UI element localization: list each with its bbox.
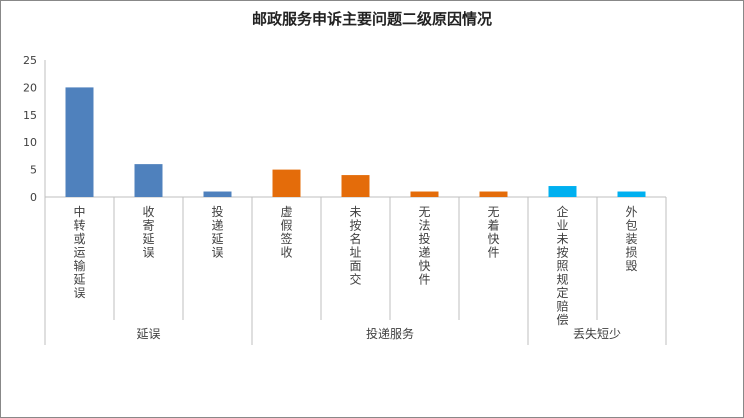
bar-5 bbox=[341, 175, 370, 197]
category-label: 无着快件 bbox=[487, 205, 499, 260]
bar-1 bbox=[65, 87, 94, 197]
chart-title: 邮政服务申诉主要问题二级原因情况 bbox=[252, 10, 492, 28]
category-label: 未按名址面交 bbox=[349, 205, 361, 287]
category-label: 中转或运输延误 bbox=[73, 204, 85, 300]
category-label: 收寄延误 bbox=[142, 205, 154, 260]
y-tick-label: 20 bbox=[23, 81, 37, 94]
bar-4 bbox=[272, 169, 301, 197]
category-label: 投递延误 bbox=[211, 204, 223, 260]
y-tick-label: 0 bbox=[30, 191, 37, 204]
category-label: 无法投递快件 bbox=[418, 205, 430, 287]
y-tick-label: 25 bbox=[23, 54, 37, 67]
bar-3 bbox=[203, 191, 232, 197]
group-label: 投递服务 bbox=[366, 326, 414, 341]
bar-6 bbox=[410, 191, 439, 197]
y-tick-label: 5 bbox=[30, 164, 37, 177]
bar-9 bbox=[617, 191, 646, 197]
group-label: 丢失短少 bbox=[573, 326, 621, 341]
y-tick-label: 15 bbox=[23, 109, 37, 122]
category-label: 企业未按照规定赔偿 bbox=[556, 204, 568, 327]
bar-2 bbox=[134, 164, 163, 197]
group-label: 延误 bbox=[136, 327, 160, 341]
bar-7 bbox=[479, 191, 508, 197]
y-tick-label: 10 bbox=[23, 136, 37, 149]
category-label: 外包装损毁 bbox=[625, 205, 637, 273]
category-label: 虚假签收 bbox=[280, 205, 292, 260]
bar-8 bbox=[548, 186, 577, 197]
